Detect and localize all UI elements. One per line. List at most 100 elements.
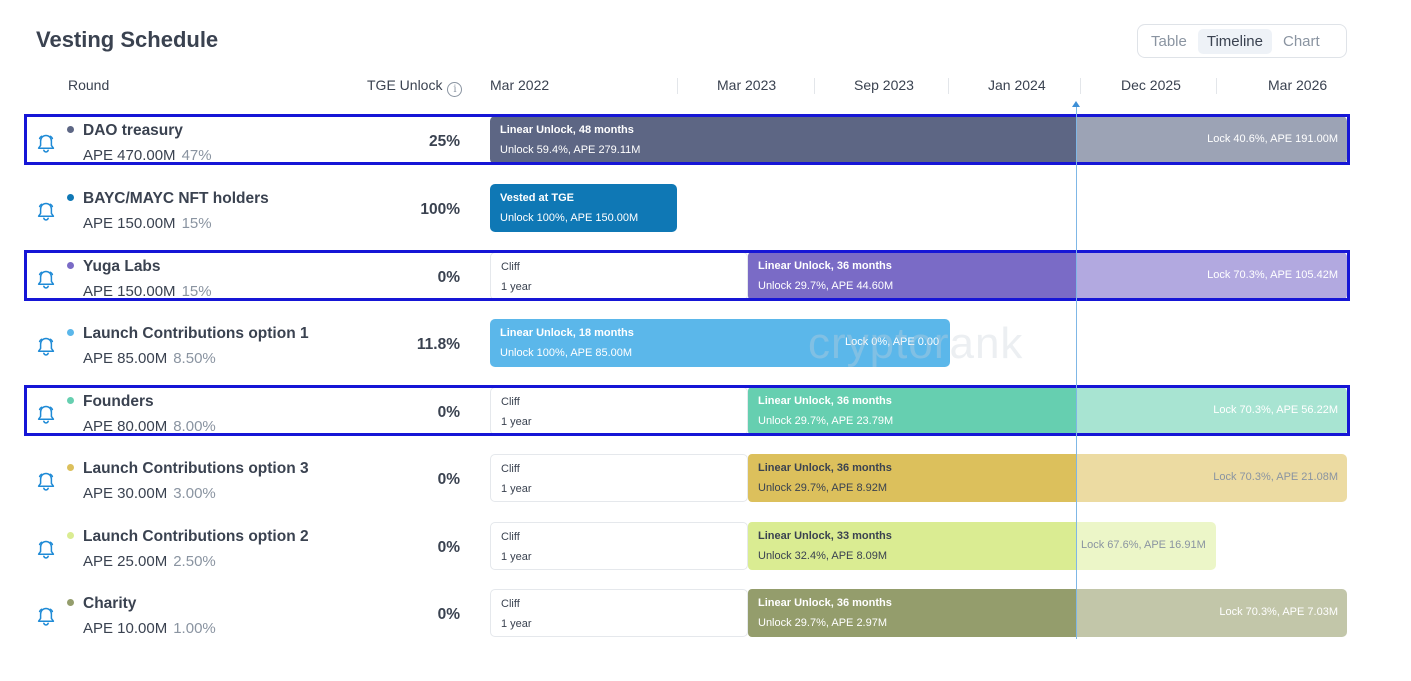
- tge-unlock-value: 0%: [437, 404, 460, 421]
- cliff-bar[interactable]: Cliff 1 year: [490, 589, 748, 637]
- round-amount: APE 470.00M: [83, 147, 176, 164]
- round-amount: APE 10.00M: [83, 620, 168, 637]
- vesting-row: Launch Contributions option 3 APE 30.00M 3…: [0, 454, 1411, 522]
- view-option-table[interactable]: Table: [1151, 32, 1187, 50]
- round-name: Launch Contributions option 2: [83, 528, 309, 545]
- today-marker-line: [1076, 104, 1077, 639]
- unlock-detail: Unlock 29.7%, APE 2.97M: [758, 617, 888, 629]
- info-icon[interactable]: i: [447, 82, 463, 97]
- unlock-title: Linear Unlock, 36 months: [758, 395, 892, 407]
- unlock-bar[interactable]: Linear Unlock, 48 months Unlock 59.4%, AP…: [490, 116, 1077, 164]
- timeline-label: Jan 2024: [988, 77, 1046, 93]
- vesting-row: Yuga Labs APE 150.00M 15% 0% Cliff 1 year Lock…: [0, 252, 1411, 320]
- lock-bar[interactable]: Lock 70.3%, APE 105.42M: [1071, 252, 1347, 300]
- unlock-title: Vested at TGE: [500, 192, 574, 204]
- bell-icon[interactable]: [36, 201, 56, 223]
- unlock-bar[interactable]: Linear Unlock, 36 months Unlock 29.7%, AP…: [748, 454, 1077, 502]
- timeline-label: Dec 2025: [1121, 77, 1181, 93]
- lock-bar[interactable]: Lock 70.3%, APE 21.08M: [1071, 454, 1347, 502]
- lock-label: Lock 70.3%, APE 56.22M: [1213, 404, 1338, 416]
- unlock-detail: Unlock 32.4%, APE 8.09M: [758, 550, 888, 562]
- cliff-duration: 1 year: [501, 618, 532, 630]
- vesting-row: DAO treasury APE 470.00M 47% 25% Lock 40.6%,…: [0, 116, 1411, 184]
- unlock-title: Linear Unlock, 36 months: [758, 462, 892, 474]
- unlock-detail: Unlock 29.7%, APE 8.92M: [758, 482, 888, 494]
- cliff-duration: 1 year: [501, 483, 532, 495]
- round-share-percent: 3.00%: [173, 485, 216, 502]
- watermark: cryptorank: [808, 319, 1024, 368]
- tge-unlock-value: 0%: [437, 539, 460, 556]
- tge-unlock-column-header: TGE Unlock i: [367, 77, 463, 97]
- round-share-percent: 8.00%: [173, 418, 216, 435]
- round-amount: APE 25.00M: [83, 553, 168, 570]
- round-allocation: APE 85.00M 8.50%: [83, 350, 216, 367]
- round-name: Charity: [83, 595, 137, 612]
- timeline-divider: [814, 78, 815, 94]
- timeline-label: Mar 2026: [1268, 77, 1328, 93]
- round-share-percent: 2.50%: [173, 553, 216, 570]
- tge-unlock-header-label: TGE Unlock: [367, 77, 443, 93]
- bell-icon[interactable]: [36, 471, 56, 493]
- cliff-bar[interactable]: Cliff 1 year: [490, 454, 748, 502]
- round-color-dot: [67, 532, 74, 539]
- lock-label: Lock 70.3%, APE 7.03M: [1219, 606, 1338, 618]
- timeline-divider: [1216, 78, 1217, 94]
- lock-bar[interactable]: Lock 70.3%, APE 56.22M: [1071, 387, 1347, 435]
- lock-label: Lock 0%, APE 0.00: [845, 336, 940, 348]
- cliff-bar[interactable]: Cliff 1 year: [490, 522, 748, 570]
- bell-icon[interactable]: [36, 404, 56, 426]
- lock-bar[interactable]: Lock 67.6%, APE 16.91M: [1071, 522, 1216, 570]
- unlock-bar[interactable]: Linear Unlock, 36 months Unlock 29.7%, AP…: [748, 589, 1077, 637]
- round-allocation: APE 150.00M 15%: [83, 283, 212, 300]
- unlock-bar[interactable]: Linear Unlock, 33 months Unlock 32.4%, AP…: [748, 522, 1077, 570]
- page-title: Vesting Schedule: [36, 27, 219, 52]
- round-name: Launch Contributions option 1: [83, 325, 309, 342]
- highlight-box: [24, 250, 1350, 301]
- unlock-bar[interactable]: Linear Unlock, 36 months Unlock 29.7%, AP…: [748, 387, 1077, 435]
- cliff-bar[interactable]: Cliff 1 year: [490, 387, 748, 435]
- bell-icon[interactable]: [36, 539, 56, 561]
- cliff-label: Cliff: [501, 261, 520, 273]
- cliff-label: Cliff: [501, 463, 520, 475]
- unlock-bar[interactable]: Vested at TGE Unlock 100%, APE 150.00M: [490, 184, 677, 232]
- vesting-row: Launch Contributions option 1 APE 85.00M 8…: [0, 319, 1411, 387]
- lock-label: Lock 70.3%, APE 21.08M: [1213, 471, 1338, 483]
- timeline-divider: [677, 78, 678, 94]
- round-share-percent: 8.50%: [173, 350, 216, 367]
- round-allocation: APE 470.00M 47%: [83, 147, 212, 164]
- cliff-label: Cliff: [501, 598, 520, 610]
- round-color-dot: [67, 329, 74, 336]
- round-name: DAO treasury: [83, 122, 183, 139]
- tge-unlock-value: 100%: [420, 201, 460, 218]
- view-option-timeline[interactable]: Timeline: [1197, 28, 1272, 54]
- unlock-title: Linear Unlock, 48 months: [500, 124, 634, 136]
- bell-icon[interactable]: [36, 606, 56, 628]
- lock-bar[interactable]: Lock 40.6%, APE 191.00M: [1071, 116, 1347, 164]
- round-name: Launch Contributions option 3: [83, 460, 309, 477]
- vesting-row: Launch Contributions option 2 APE 25.00M 2…: [0, 522, 1411, 590]
- round-amount: APE 150.00M: [83, 283, 176, 300]
- bell-icon[interactable]: [36, 133, 56, 155]
- round-color-dot: [67, 599, 74, 606]
- round-color-dot: [67, 262, 74, 269]
- round-color-dot: [67, 126, 74, 133]
- round-allocation: APE 30.00M 3.00%: [83, 485, 216, 502]
- lock-bar[interactable]: Lock 70.3%, APE 7.03M: [1071, 589, 1347, 637]
- round-amount: APE 80.00M: [83, 418, 168, 435]
- timeline-label: Sep 2023: [854, 77, 914, 93]
- round-name: BAYC/MAYC NFT holders: [83, 190, 269, 207]
- unlock-bar[interactable]: Linear Unlock, 18 months Unlock 100%, APE…: [490, 319, 950, 367]
- round-amount: APE 150.00M: [83, 215, 176, 232]
- tge-unlock-value: 0%: [437, 606, 460, 623]
- round-share-percent: 47%: [181, 147, 212, 164]
- bell-icon[interactable]: [36, 269, 56, 291]
- round-color-dot: [67, 464, 74, 471]
- round-column-header: Round: [68, 77, 110, 93]
- cliff-duration: 1 year: [501, 281, 532, 293]
- timeline-divider: [1080, 78, 1081, 94]
- unlock-detail: Unlock 29.7%, APE 44.60M: [758, 280, 894, 292]
- view-option-chart[interactable]: Chart: [1283, 32, 1320, 50]
- bell-icon[interactable]: [36, 336, 56, 358]
- timeline-label: Mar 2023: [717, 77, 777, 93]
- unlock-bar[interactable]: Linear Unlock, 36 months Unlock 29.7%, AP…: [748, 252, 1077, 300]
